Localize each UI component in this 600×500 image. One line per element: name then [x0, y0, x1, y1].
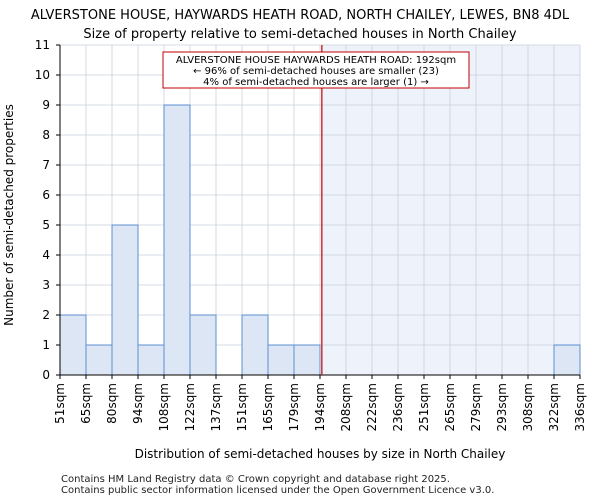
footer-line-2: Contains public sector information licen…	[61, 485, 495, 496]
footer-line-1: Contains HM Land Registry data © Crown c…	[61, 474, 450, 485]
y-tick-label: 1	[42, 338, 50, 352]
x-tick-label: 222sqm	[365, 383, 379, 431]
x-tick-label: 279sqm	[469, 383, 483, 431]
x-tick-label: 122sqm	[183, 383, 197, 431]
bar	[293, 344, 321, 376]
bar	[111, 224, 139, 376]
annotation-box	[162, 51, 470, 89]
bar	[85, 344, 113, 376]
x-tick-label: 137sqm	[209, 383, 223, 431]
highlight-region	[321, 45, 580, 375]
x-tick-label: 80sqm	[105, 383, 119, 424]
x-tick-label: 194sqm	[313, 383, 327, 431]
bar	[137, 344, 165, 376]
x-tick-label: 51sqm	[53, 383, 67, 424]
chart-title: ALVERSTONE HOUSE, HAYWARDS HEATH ROAD, N…	[31, 8, 570, 23]
bar	[553, 344, 581, 376]
x-tick-label: 236sqm	[391, 383, 405, 431]
y-tick-label: 10	[35, 68, 50, 82]
bar	[59, 314, 87, 376]
x-tick-label: 322sqm	[547, 383, 561, 431]
bar	[189, 314, 217, 376]
x-tick-label: 108sqm	[157, 383, 171, 431]
y-tick-label: 8	[42, 128, 50, 142]
x-tick-label: 208sqm	[339, 383, 353, 431]
x-tick-label: 65sqm	[79, 383, 93, 424]
annotation-line: ALVERSTONE HOUSE HAYWARDS HEATH ROAD: 19…	[176, 55, 456, 66]
plot-area: 0 1 2 3 4 5 6 7 8 9 10 11 51sqm 65sqm 80sqm 94sqm 108sqm…	[35, 38, 587, 431]
x-tick-label: 308sqm	[521, 383, 535, 431]
x-tick-label: 251sqm	[417, 383, 431, 431]
x-tick-label: 293sqm	[495, 383, 509, 431]
x-tick-label: 336sqm	[573, 383, 587, 431]
y-tick-label: 2	[42, 308, 50, 322]
x-tick-label: 151sqm	[235, 383, 249, 431]
x-tick-label: 165sqm	[261, 383, 275, 431]
y-tick-label: 11	[35, 38, 50, 52]
annotation-line: 4% of semi-detached houses are larger (1…	[203, 77, 429, 88]
y-tick-label: 7	[42, 158, 50, 172]
bar	[163, 104, 191, 376]
y-tick-label: 3	[42, 278, 50, 292]
y-tick-label: 4	[42, 248, 50, 262]
x-tick-label: 265sqm	[443, 383, 457, 431]
x-tick-label: 179sqm	[287, 383, 301, 431]
y-tick-label: 6	[42, 188, 50, 202]
y-axis-label: Number of semi-detached properties	[2, 104, 16, 326]
annotation-line: ← 96% of semi-detached houses are smalle…	[193, 66, 439, 77]
y-tick-label: 5	[42, 218, 50, 232]
x-axis-label: Distribution of semi-detached houses by …	[135, 447, 506, 461]
y-tick-label: 0	[42, 368, 50, 382]
bar	[267, 344, 295, 376]
x-tick-label: 94sqm	[131, 383, 145, 424]
bar	[241, 314, 269, 376]
y-tick-label: 9	[42, 98, 50, 112]
chart-subtitle: Size of property relative to semi-detach…	[83, 27, 517, 42]
